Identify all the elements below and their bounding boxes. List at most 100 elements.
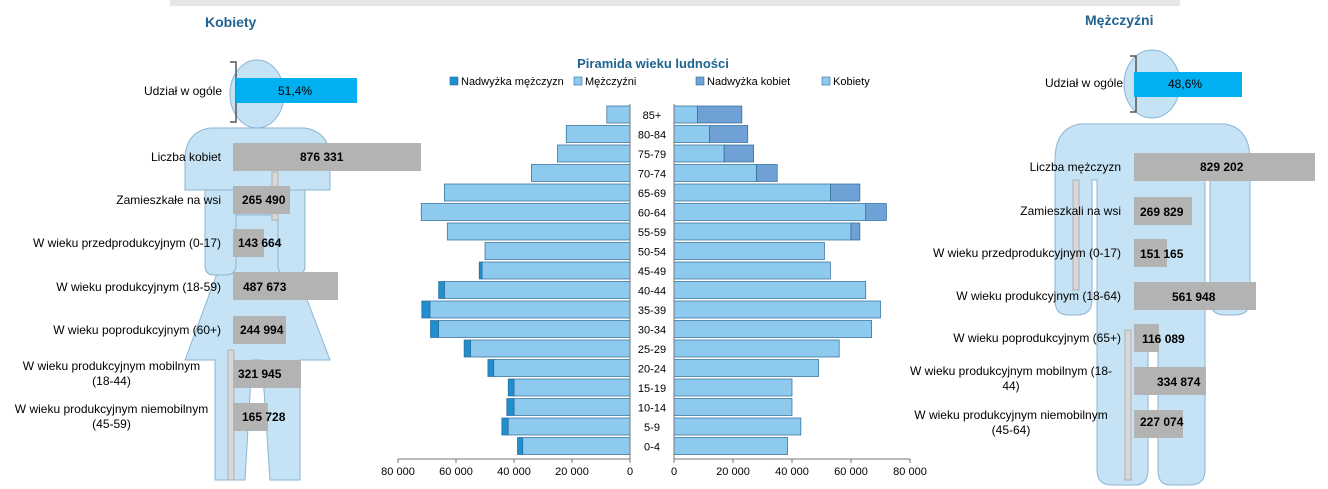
women-bar-10-14 — [673, 398, 793, 416]
women-rural-value: 265 490 — [242, 193, 286, 207]
men-bar-60-64 — [420, 203, 631, 221]
age-group-label-40-44: 40-44 — [638, 286, 666, 298]
age-group-label-75-79: 75-79 — [638, 149, 666, 161]
men-surplus-bar-20-24 — [487, 359, 495, 377]
men-share-value: 48,6% — [1168, 77, 1203, 91]
women-surplus-bar-85+ — [697, 105, 743, 124]
men-nonmobile-label-line2: (45-64) — [991, 423, 1031, 437]
population-pyramid-chart: Piramida wieku ludności Nadwyżka mężczyzn… — [381, 56, 927, 478]
women-surplus-bar-70-74 — [756, 164, 778, 182]
age-group-label-25-29: 25-29 — [638, 344, 666, 356]
legend-swatch-3 — [821, 76, 831, 86]
men-prod-bar — [1134, 282, 1256, 310]
men-bar-30-34 — [438, 320, 631, 338]
women-rural-bar — [233, 186, 290, 214]
legend-label-3: Kobiety — [833, 76, 870, 88]
right-tick-label-4: 80 000 — [893, 466, 927, 478]
right-tick-label-2: 40 000 — [775, 466, 809, 478]
men-nonmobile-bar — [1134, 410, 1183, 438]
women-postprod-bar — [233, 316, 286, 344]
women-bar-45-49 — [673, 261, 831, 280]
women-preprod-value: 143 664 — [238, 236, 282, 250]
women-preprod-bar — [233, 229, 264, 257]
women-surplus-bar-55-59 — [850, 222, 861, 241]
women-bar-5-9 — [673, 417, 802, 436]
men-bar-75-79 — [557, 144, 631, 163]
women-nonmobile-value: 165 728 — [242, 410, 286, 424]
women-share-value: 51,4% — [278, 84, 313, 98]
women-bar-60-64 — [673, 203, 867, 221]
women-bar-15-19 — [673, 378, 793, 397]
left-tick-label-0: 80 000 — [381, 466, 415, 478]
right-tick-label-0: 0 — [671, 466, 677, 478]
men-title: Mężczyźni — [1085, 12, 1154, 28]
man-leg-highlights — [1072, 179, 1132, 481]
women-share-bar — [236, 78, 357, 103]
men-rural-bar — [1134, 197, 1192, 225]
women-bar-0-4 — [673, 437, 788, 455]
men-prod-value: 561 948 — [1172, 290, 1216, 304]
legend-swatch-2 — [695, 76, 705, 86]
left-tick-label-1: 60 000 — [439, 466, 473, 478]
men-postprod-bar — [1134, 324, 1159, 352]
age-group-label-5-9: 5-9 — [644, 422, 660, 434]
left-tick-label-2: 40 000 — [497, 466, 531, 478]
men-surplus-bar-10-14 — [506, 398, 515, 416]
women-preprod-label: W wieku przedprodukcyjnym (0-17) — [32, 236, 221, 250]
chart-title: Piramida wieku ludności — [577, 56, 729, 71]
age-group-label-70-74: 70-74 — [638, 169, 666, 181]
men-bar-85+ — [606, 105, 631, 124]
women-bar-65-69 — [673, 183, 831, 202]
women-postprod-label: W wieku poprodukcyjnym (60+) — [53, 323, 221, 337]
men-postprod-value: 116 089 — [1142, 332, 1185, 346]
women-total-value: 876 331 — [300, 150, 344, 164]
women-prod-bar — [233, 272, 338, 300]
age-group-label-35-39: 35-39 — [638, 305, 666, 317]
women-surplus-bar-75-79 — [723, 144, 754, 163]
men-surplus-bar-25-29 — [463, 339, 471, 358]
women-postprod-value: 244 994 — [240, 323, 284, 337]
men-bar-20-24 — [493, 359, 631, 377]
men-bar-15-19 — [513, 378, 631, 397]
men-prod-label: W wieku produkcyjnym (18-64) — [956, 289, 1121, 303]
men-rural-label: Zamieszkali na wsi — [1020, 204, 1121, 218]
legend-label-1: Mężczyźni — [585, 76, 636, 88]
age-group-label-80-84: 80-84 — [638, 130, 666, 142]
men-mobile-label-line1: W wieku produkcyjnym mobilnym (18- — [909, 364, 1113, 378]
women-bar-80-84 — [673, 125, 710, 143]
men-surplus-bar-30-34 — [430, 320, 439, 338]
age-group-label-30-34: 30-34 — [638, 325, 666, 337]
age-group-label-85+: 85+ — [643, 110, 662, 122]
age-group-label-55-59: 55-59 — [638, 227, 666, 239]
women-surplus-bar-65-69 — [830, 183, 861, 202]
women-bar-75-79 — [673, 144, 725, 163]
age-group-label-50-54: 50-54 — [638, 247, 666, 259]
women-mobile-label-line2: (18-44) — [92, 374, 131, 388]
women-mobile-label: W wieku produkcyjnym mobilnym (18-44) — [0, 359, 223, 389]
age-group-label-65-69: 65-69 — [638, 188, 666, 200]
men-bar-25-29 — [470, 339, 631, 358]
men-surplus-bar-5-9 — [501, 417, 509, 436]
right-tick-label-3: 60 000 — [834, 466, 868, 478]
women-nonmobile-label-line1: W wieku produkcyjnym niemobilnym — [14, 402, 209, 416]
men-bar-65-69 — [444, 183, 631, 202]
women-bar-40-44 — [673, 281, 867, 299]
men-nonmobile-value: 227 074 — [1140, 415, 1184, 429]
men-mobile-bar — [1134, 367, 1206, 395]
men-bar-45-49 — [481, 261, 631, 280]
men-bar-80-84 — [565, 125, 631, 143]
right-tick-label-1: 20 000 — [716, 466, 750, 478]
women-mobile-bar — [233, 360, 301, 388]
top-strip — [170, 0, 1180, 6]
men-surplus-bar-45-49 — [478, 261, 483, 280]
men-bar-10-14 — [513, 398, 631, 416]
men-surplus-bar-35-39 — [421, 300, 431, 319]
women-bar-55-59 — [673, 222, 852, 241]
men-preprod-label: W wieku przedprodukcyjnym (0-17) — [932, 246, 1121, 260]
women-total-label: Liczba kobiet — [150, 150, 221, 164]
men-rural-value: 269 829 — [1140, 205, 1184, 219]
men-bar-40-44 — [444, 281, 631, 299]
men-mobile-label-line2: 44) — [1002, 379, 1020, 393]
men-mobile-label: W wieku produkcyjnym mobilnym (18- 44) — [895, 364, 1127, 394]
women-bar-85+ — [673, 105, 698, 124]
